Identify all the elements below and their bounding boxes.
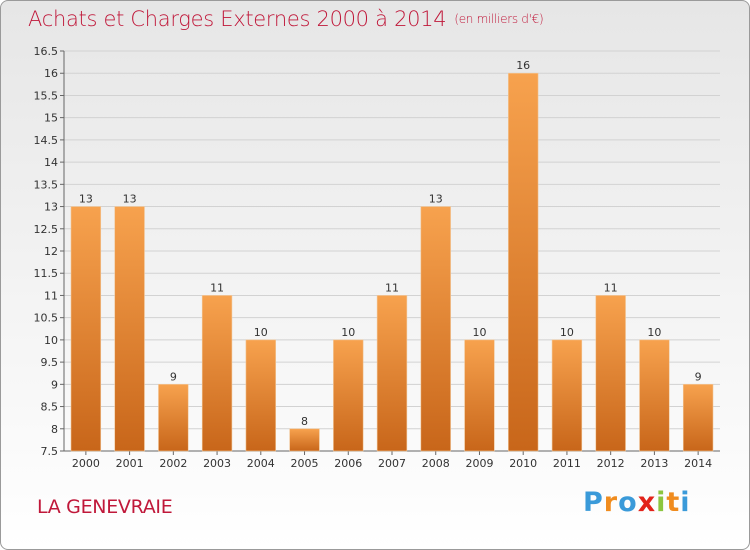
bar-value-label: 10 xyxy=(254,326,268,339)
bar-2010[interactable] xyxy=(508,72,539,452)
bar-value-label: 9 xyxy=(170,370,177,383)
bar-value-label: 10 xyxy=(341,326,355,339)
x-tick-label: 2006 xyxy=(334,457,362,470)
bar-value-label: 13 xyxy=(123,193,137,206)
y-tick-label: 15 xyxy=(44,112,58,125)
y-tick-label: 9 xyxy=(51,378,58,391)
bar-2004[interactable] xyxy=(245,339,276,452)
y-tick-label: 10.5 xyxy=(34,312,59,325)
y-tick-label: 8 xyxy=(51,423,58,436)
labels: 7.5 8 8.5 9 9.5 10 10.5 11 11.5 12 12.5 13 13.5 14 14.… xyxy=(34,45,713,470)
y-tick-label: 16.5 xyxy=(34,45,59,58)
x-tick-label: 2012 xyxy=(597,457,625,470)
bar-2006[interactable] xyxy=(333,339,364,452)
y-tick-label: 14.5 xyxy=(34,134,59,147)
x-tick-label: 2001 xyxy=(116,457,144,470)
chart-subtitle: (en milliers d'€) xyxy=(454,12,544,26)
y-tick-label: 12.5 xyxy=(34,223,59,236)
logo-letter: x xyxy=(637,487,657,518)
x-tick-label: 2009 xyxy=(465,457,493,470)
proxiti-logo[interactable]: Proxiti xyxy=(583,487,691,518)
bar-2005[interactable] xyxy=(289,428,320,452)
y-tick-label: 16 xyxy=(44,67,58,80)
y-tick-label: 11 xyxy=(44,289,58,302)
y-tick-label: 10 xyxy=(44,334,58,347)
title-text: Achats et Charges Externes 2000 à 2014 xyxy=(28,7,447,31)
y-tick-label: 12 xyxy=(44,245,58,258)
x-tick-label: 2002 xyxy=(159,457,187,470)
bar-2009[interactable] xyxy=(464,339,495,452)
logo-letter: o xyxy=(618,487,638,518)
bar-2012[interactable] xyxy=(595,295,626,452)
y-tick-label: 13 xyxy=(44,201,58,214)
bar-2001[interactable] xyxy=(114,206,145,452)
x-tick-label: 2011 xyxy=(553,457,581,470)
logo-letter: r xyxy=(603,487,619,518)
bar-2011[interactable] xyxy=(551,339,583,452)
x-tick-label: 2010 xyxy=(509,457,537,470)
bar-value-label: 13 xyxy=(79,193,93,206)
logo-letter: i xyxy=(656,487,667,518)
y-tick-label: 11.5 xyxy=(34,267,59,280)
y-tick-label: 9.5 xyxy=(41,356,59,369)
bar-2002[interactable] xyxy=(158,384,189,452)
bar-value-label: 9 xyxy=(695,370,702,383)
bar-value-label: 10 xyxy=(647,326,661,339)
bar-value-label: 13 xyxy=(429,193,443,206)
logo-letter: t xyxy=(666,487,681,518)
bar-value-label: 10 xyxy=(472,326,486,339)
x-tick-label: 2005 xyxy=(291,457,319,470)
logo-letter: i xyxy=(680,487,691,518)
bars xyxy=(70,72,714,452)
x-tick-label: 2013 xyxy=(640,457,668,470)
bar-2013[interactable] xyxy=(639,339,670,452)
x-tick-label: 2000 xyxy=(72,457,100,470)
x-tick-label: 2004 xyxy=(247,457,275,470)
x-tick-label: 2014 xyxy=(684,457,712,470)
chart-title: Achats et Charges Externes 2000 à 2014 (e… xyxy=(28,7,544,31)
bar-value-label: 11 xyxy=(604,281,618,294)
x-tick-label: 2008 xyxy=(422,457,450,470)
bar-value-label: 16 xyxy=(516,59,530,72)
bar-value-label: 11 xyxy=(210,281,224,294)
bar-2003[interactable] xyxy=(201,295,233,452)
y-tick-label: 13.5 xyxy=(34,178,59,191)
bar-2007[interactable] xyxy=(376,295,408,452)
bar-value-label: 10 xyxy=(560,326,574,339)
place-name: LA GENEVRAIE xyxy=(37,496,173,518)
x-tick-label: 2007 xyxy=(378,457,406,470)
x-tick-label: 2003 xyxy=(203,457,231,470)
y-tick-label: 14 xyxy=(44,156,58,169)
y-tick-label: 7.5 xyxy=(41,445,59,458)
bar-2008[interactable] xyxy=(420,206,451,452)
y-tick-label: 8.5 xyxy=(41,401,59,414)
logo-letter: P xyxy=(583,487,604,518)
bar-2000[interactable] xyxy=(70,206,102,452)
y-tick-label: 15.5 xyxy=(34,89,59,102)
bar-2014[interactable] xyxy=(682,384,714,452)
bar-value-label: 8 xyxy=(301,415,308,428)
bar-value-label: 11 xyxy=(385,281,399,294)
